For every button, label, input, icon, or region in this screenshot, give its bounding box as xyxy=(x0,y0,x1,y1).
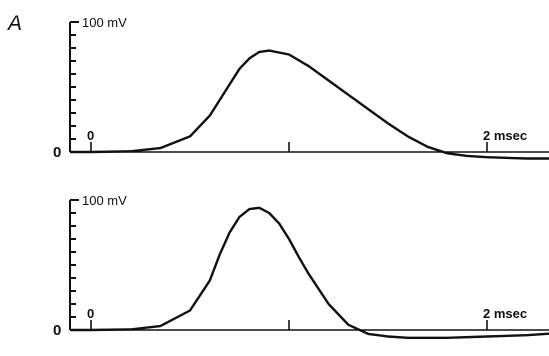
panel-label: A xyxy=(6,12,22,35)
action-potential-trace xyxy=(70,206,549,339)
y-origin-label: 0 xyxy=(53,322,61,339)
x-tick-label: 2 msec xyxy=(483,128,527,143)
y-origin-label: 0 xyxy=(53,144,61,161)
x-tick-label: 0 xyxy=(87,128,94,143)
chart-panel-top: 100 mV 0 0 2 msec xyxy=(53,15,549,161)
action-potential-trace xyxy=(70,49,549,160)
x-tick-label: 2 msec xyxy=(483,306,527,321)
y-scale-label: 100 mV xyxy=(82,193,127,208)
chart-panel-bottom: 100 mV 0 0 2 msec xyxy=(53,193,549,339)
y-scale-label: 100 mV xyxy=(82,15,127,30)
x-tick-label: 0 xyxy=(87,306,94,321)
